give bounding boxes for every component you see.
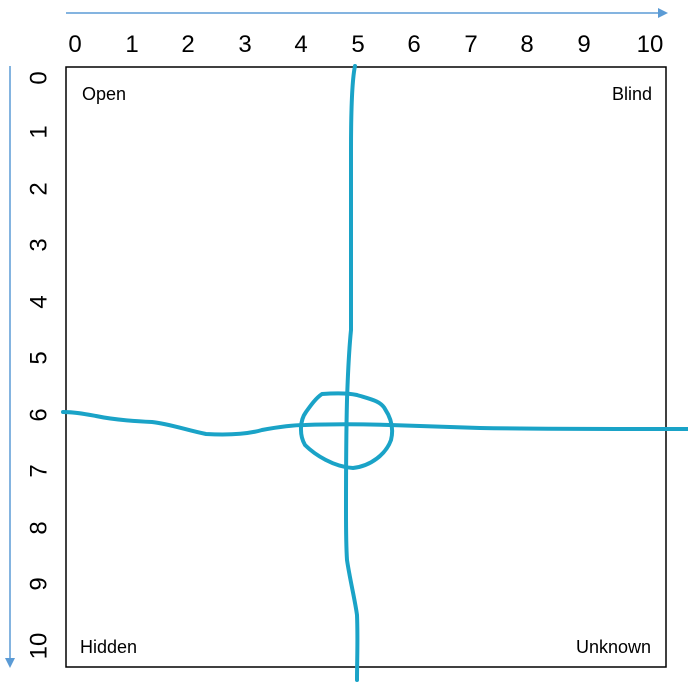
y-tick-label: 4 xyxy=(25,295,52,308)
hand-drawn-horizontal-line xyxy=(61,410,688,437)
y-tick-label: 6 xyxy=(25,408,52,421)
x-tick-label: 2 xyxy=(181,31,194,58)
window-border xyxy=(65,66,667,668)
x-tick-label: 9 xyxy=(577,31,590,58)
x-tick-label: 7 xyxy=(464,31,477,58)
y-tick-label: 9 xyxy=(25,577,52,590)
quadrant-label-open: Open xyxy=(82,84,126,104)
y-tick-label: 10 xyxy=(25,633,52,660)
hand-drawn-strokes xyxy=(61,64,688,682)
x-tick-label: 10 xyxy=(637,31,664,58)
y-tick-label: 5 xyxy=(25,351,52,364)
y-tick-label: 0 xyxy=(25,71,52,84)
y-tick-label: 7 xyxy=(25,464,52,477)
y-tick-labels: 0 1 2 3 4 5 6 7 8 9 10 xyxy=(25,71,52,659)
x-tick-labels: 0 1 2 3 4 5 6 7 8 9 10 xyxy=(68,31,663,58)
x-tick-label: 4 xyxy=(294,31,307,58)
x-tick-label: 5 xyxy=(351,31,364,58)
y-tick-label: 3 xyxy=(25,238,52,251)
y-tick-label: 1 xyxy=(25,125,52,138)
quadrant-label-unknown: Unknown xyxy=(576,637,651,657)
x-tick-label: 3 xyxy=(238,31,251,58)
quadrant-label-hidden: Hidden xyxy=(80,637,137,657)
y-tick-label: 8 xyxy=(25,521,52,534)
quadrant-label-blind: Blind xyxy=(612,84,652,104)
x-tick-label: 8 xyxy=(520,31,533,58)
x-tick-label: 0 xyxy=(68,31,81,58)
x-tick-label: 6 xyxy=(407,31,420,58)
hand-drawn-vertical-line xyxy=(344,64,360,682)
x-tick-label: 1 xyxy=(125,31,138,58)
hand-drawn-circle xyxy=(299,391,395,470)
y-tick-label: 2 xyxy=(25,182,52,195)
